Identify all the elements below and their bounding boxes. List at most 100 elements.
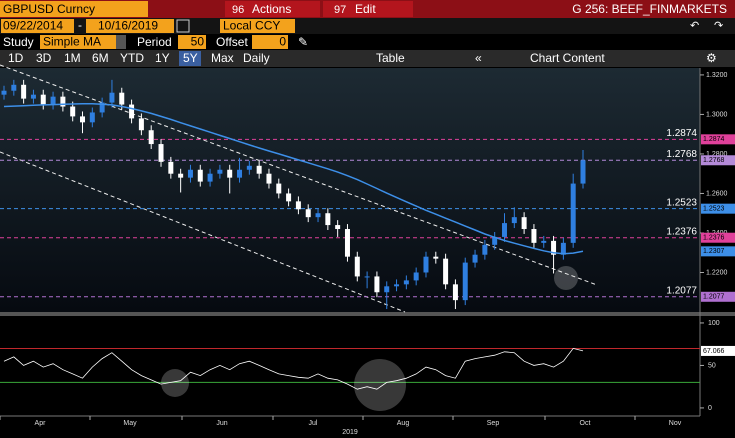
end-date: 10/16/2019 — [98, 19, 158, 33]
period-field[interactable] — [178, 35, 206, 49]
candle-body — [394, 284, 400, 287]
level-label: 1.2768 — [666, 149, 697, 160]
ma-tag-label: 1.2307 — [703, 248, 725, 255]
y-tick-label: 1.3000 — [706, 111, 728, 118]
y-tick-label: 1.2600 — [706, 190, 728, 197]
level-tag — [701, 155, 735, 166]
candle-body — [570, 183, 576, 243]
candle-body — [384, 286, 390, 293]
range-button[interactable]: YTD — [120, 51, 144, 65]
candle-body — [187, 169, 193, 178]
undo-icon[interactable]: ↶ — [690, 20, 699, 32]
highlight-circle — [354, 359, 406, 411]
range-button[interactable]: 1D — [8, 51, 24, 65]
candle-body — [295, 201, 301, 210]
currency-field[interactable] — [220, 19, 295, 33]
level-tag-label: 1.2376 — [703, 235, 725, 242]
candle-body — [237, 169, 243, 178]
candle-body — [40, 94, 46, 105]
date-bar — [0, 18, 735, 34]
trend-line — [0, 151, 406, 313]
candle-body — [531, 229, 537, 243]
candle-body — [80, 116, 86, 123]
candle-body — [246, 165, 252, 170]
level-label: 1.2077 — [666, 285, 697, 296]
candle-body — [129, 104, 135, 119]
range-button[interactable]: 1Y — [155, 51, 170, 65]
rsi-tag-label: 67.066 — [703, 348, 725, 355]
study-field[interactable] — [40, 35, 126, 49]
candle-body — [551, 240, 557, 255]
currency: Local CCY — [223, 19, 280, 33]
start-date-field[interactable] — [1, 19, 74, 33]
candle-body — [178, 173, 184, 178]
x-tick-label: Apr — [35, 420, 47, 427]
page-title: G 256: BEEF_FINMARKETS — [572, 2, 727, 16]
candle-body — [443, 258, 449, 285]
table-button[interactable]: Table — [376, 51, 405, 65]
candle-body — [119, 92, 125, 105]
range-button[interactable]: 5Y — [183, 51, 198, 65]
frequency[interactable]: Daily — [243, 51, 270, 65]
candle-body — [364, 276, 370, 278]
level-tag-label: 1.2768 — [703, 157, 725, 164]
study-dropdown[interactable] — [116, 35, 126, 49]
candle-body — [492, 236, 498, 245]
level-label: 1.2874 — [666, 128, 697, 139]
offset-field[interactable] — [252, 35, 288, 49]
security-field[interactable] — [0, 1, 148, 17]
candle-body — [374, 276, 380, 293]
range-button[interactable]: Max — [211, 51, 234, 65]
range-button[interactable]: 6M — [92, 51, 109, 65]
candle-body — [197, 169, 203, 182]
edit-button[interactable] — [323, 1, 413, 17]
collapse-icon[interactable]: « — [475, 51, 482, 65]
candle-body — [227, 169, 233, 178]
rsi-tick-label: 50 — [708, 362, 716, 369]
ma-tag — [701, 246, 735, 257]
range-button[interactable]: 3D — [36, 51, 52, 65]
candle-body — [207, 173, 213, 182]
candle-body — [354, 256, 360, 277]
pen-icon[interactable]: ✎ — [298, 35, 308, 49]
level-label: 1.2523 — [666, 197, 697, 208]
candle-body — [138, 118, 144, 131]
level-tag — [701, 291, 735, 302]
range-selected — [179, 51, 201, 66]
candle-body — [89, 112, 95, 123]
chart-content[interactable]: Chart Content — [530, 51, 605, 65]
period-label: Period — [137, 35, 172, 49]
x-tick-label: Jun — [216, 420, 227, 427]
candle-body — [315, 213, 321, 218]
calendar-icon[interactable] — [176, 19, 190, 33]
actions-button[interactable] — [225, 1, 320, 17]
candle-body — [452, 284, 458, 301]
start-date: 09/22/2014 — [3, 19, 63, 33]
candle-body — [335, 225, 341, 230]
settings-icon[interactable]: ⚙ — [706, 51, 717, 65]
moving-average — [3, 103, 584, 255]
rsi-tick-label: 100 — [708, 320, 720, 327]
candle-body — [168, 161, 174, 174]
level-tag-label: 1.2874 — [703, 136, 725, 143]
candle-body — [560, 242, 566, 255]
candle-body — [50, 96, 56, 105]
candle-body — [305, 209, 311, 218]
candle-body — [541, 240, 547, 243]
period: 50 — [191, 35, 205, 49]
candle-body — [109, 92, 115, 103]
level-tag — [701, 134, 735, 145]
candle-body — [344, 229, 350, 257]
candle-body — [158, 144, 164, 162]
trend-line — [0, 64, 598, 286]
end-date-field[interactable] — [86, 19, 174, 33]
offset: 0 — [279, 35, 286, 49]
highlight-circle — [161, 369, 189, 397]
rsi-tick-label: 0 — [708, 405, 712, 412]
redo-icon[interactable]: ↷ — [714, 20, 723, 32]
range-button[interactable]: 1M — [64, 51, 81, 65]
x-tick-label: Sep — [487, 420, 500, 427]
year-label: 2019 — [342, 429, 358, 436]
y-tick-label: 1.3200 — [706, 72, 728, 79]
